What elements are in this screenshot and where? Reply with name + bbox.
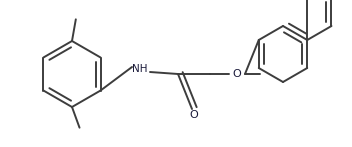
Text: O: O (233, 69, 241, 79)
Text: NH: NH (132, 64, 148, 74)
Text: O: O (190, 110, 199, 120)
